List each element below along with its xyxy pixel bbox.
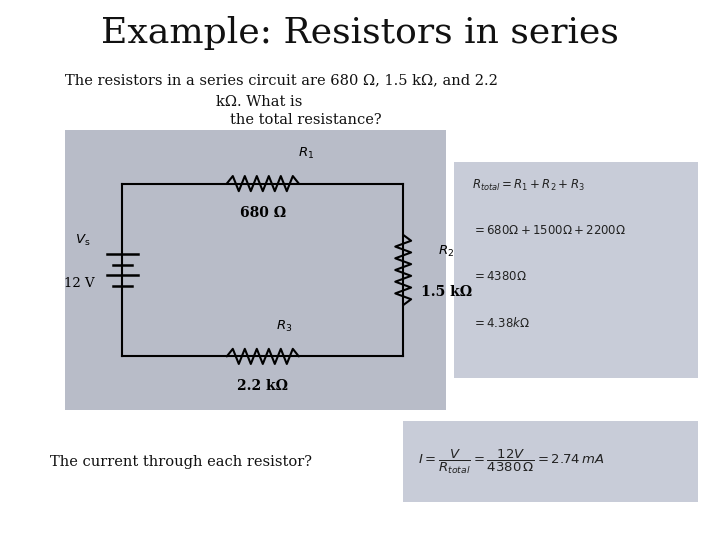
Text: 1.5 kΩ: 1.5 kΩ (421, 285, 472, 299)
Text: $R_3$: $R_3$ (276, 319, 292, 334)
Text: Example: Resistors in series: Example: Resistors in series (101, 16, 619, 50)
Text: $R_2$: $R_2$ (438, 244, 454, 259)
Text: $I = \dfrac{V}{R_{total}} = \dfrac{12V}{4380\,\Omega} = 2.74\,mA$: $I = \dfrac{V}{R_{total}} = \dfrac{12V}{… (418, 448, 604, 476)
Bar (454, 162, 698, 378)
Text: The current through each resistor?: The current through each resistor? (50, 455, 312, 469)
Text: 680 Ω: 680 Ω (240, 206, 286, 220)
Text: $R_{total} = R_1 + R_2 + R_3$: $R_{total} = R_1 + R_2 + R_3$ (472, 178, 585, 193)
Text: 12 V: 12 V (64, 277, 94, 290)
Text: $= 4380\Omega$: $= 4380\Omega$ (472, 270, 526, 283)
Text: $= 680\Omega + 1500\Omega + 2200\Omega$: $= 680\Omega + 1500\Omega + 2200\Omega$ (472, 224, 626, 237)
Text: the total resistance?: the total resistance? (230, 113, 382, 127)
Text: $R_1$: $R_1$ (298, 146, 314, 161)
Bar (403, 421, 698, 502)
Text: 2.2 kΩ: 2.2 kΩ (238, 379, 288, 393)
Text: $V_{\rm s}$: $V_{\rm s}$ (75, 233, 91, 248)
Text: $= 4.38k\Omega$: $= 4.38k\Omega$ (472, 316, 530, 330)
Text: The resistors in a series circuit are 680 Ω, 1.5 kΩ, and 2.2: The resistors in a series circuit are 68… (65, 73, 498, 87)
Text: kΩ. What is: kΩ. What is (216, 94, 302, 109)
Bar (65, 130, 446, 410)
